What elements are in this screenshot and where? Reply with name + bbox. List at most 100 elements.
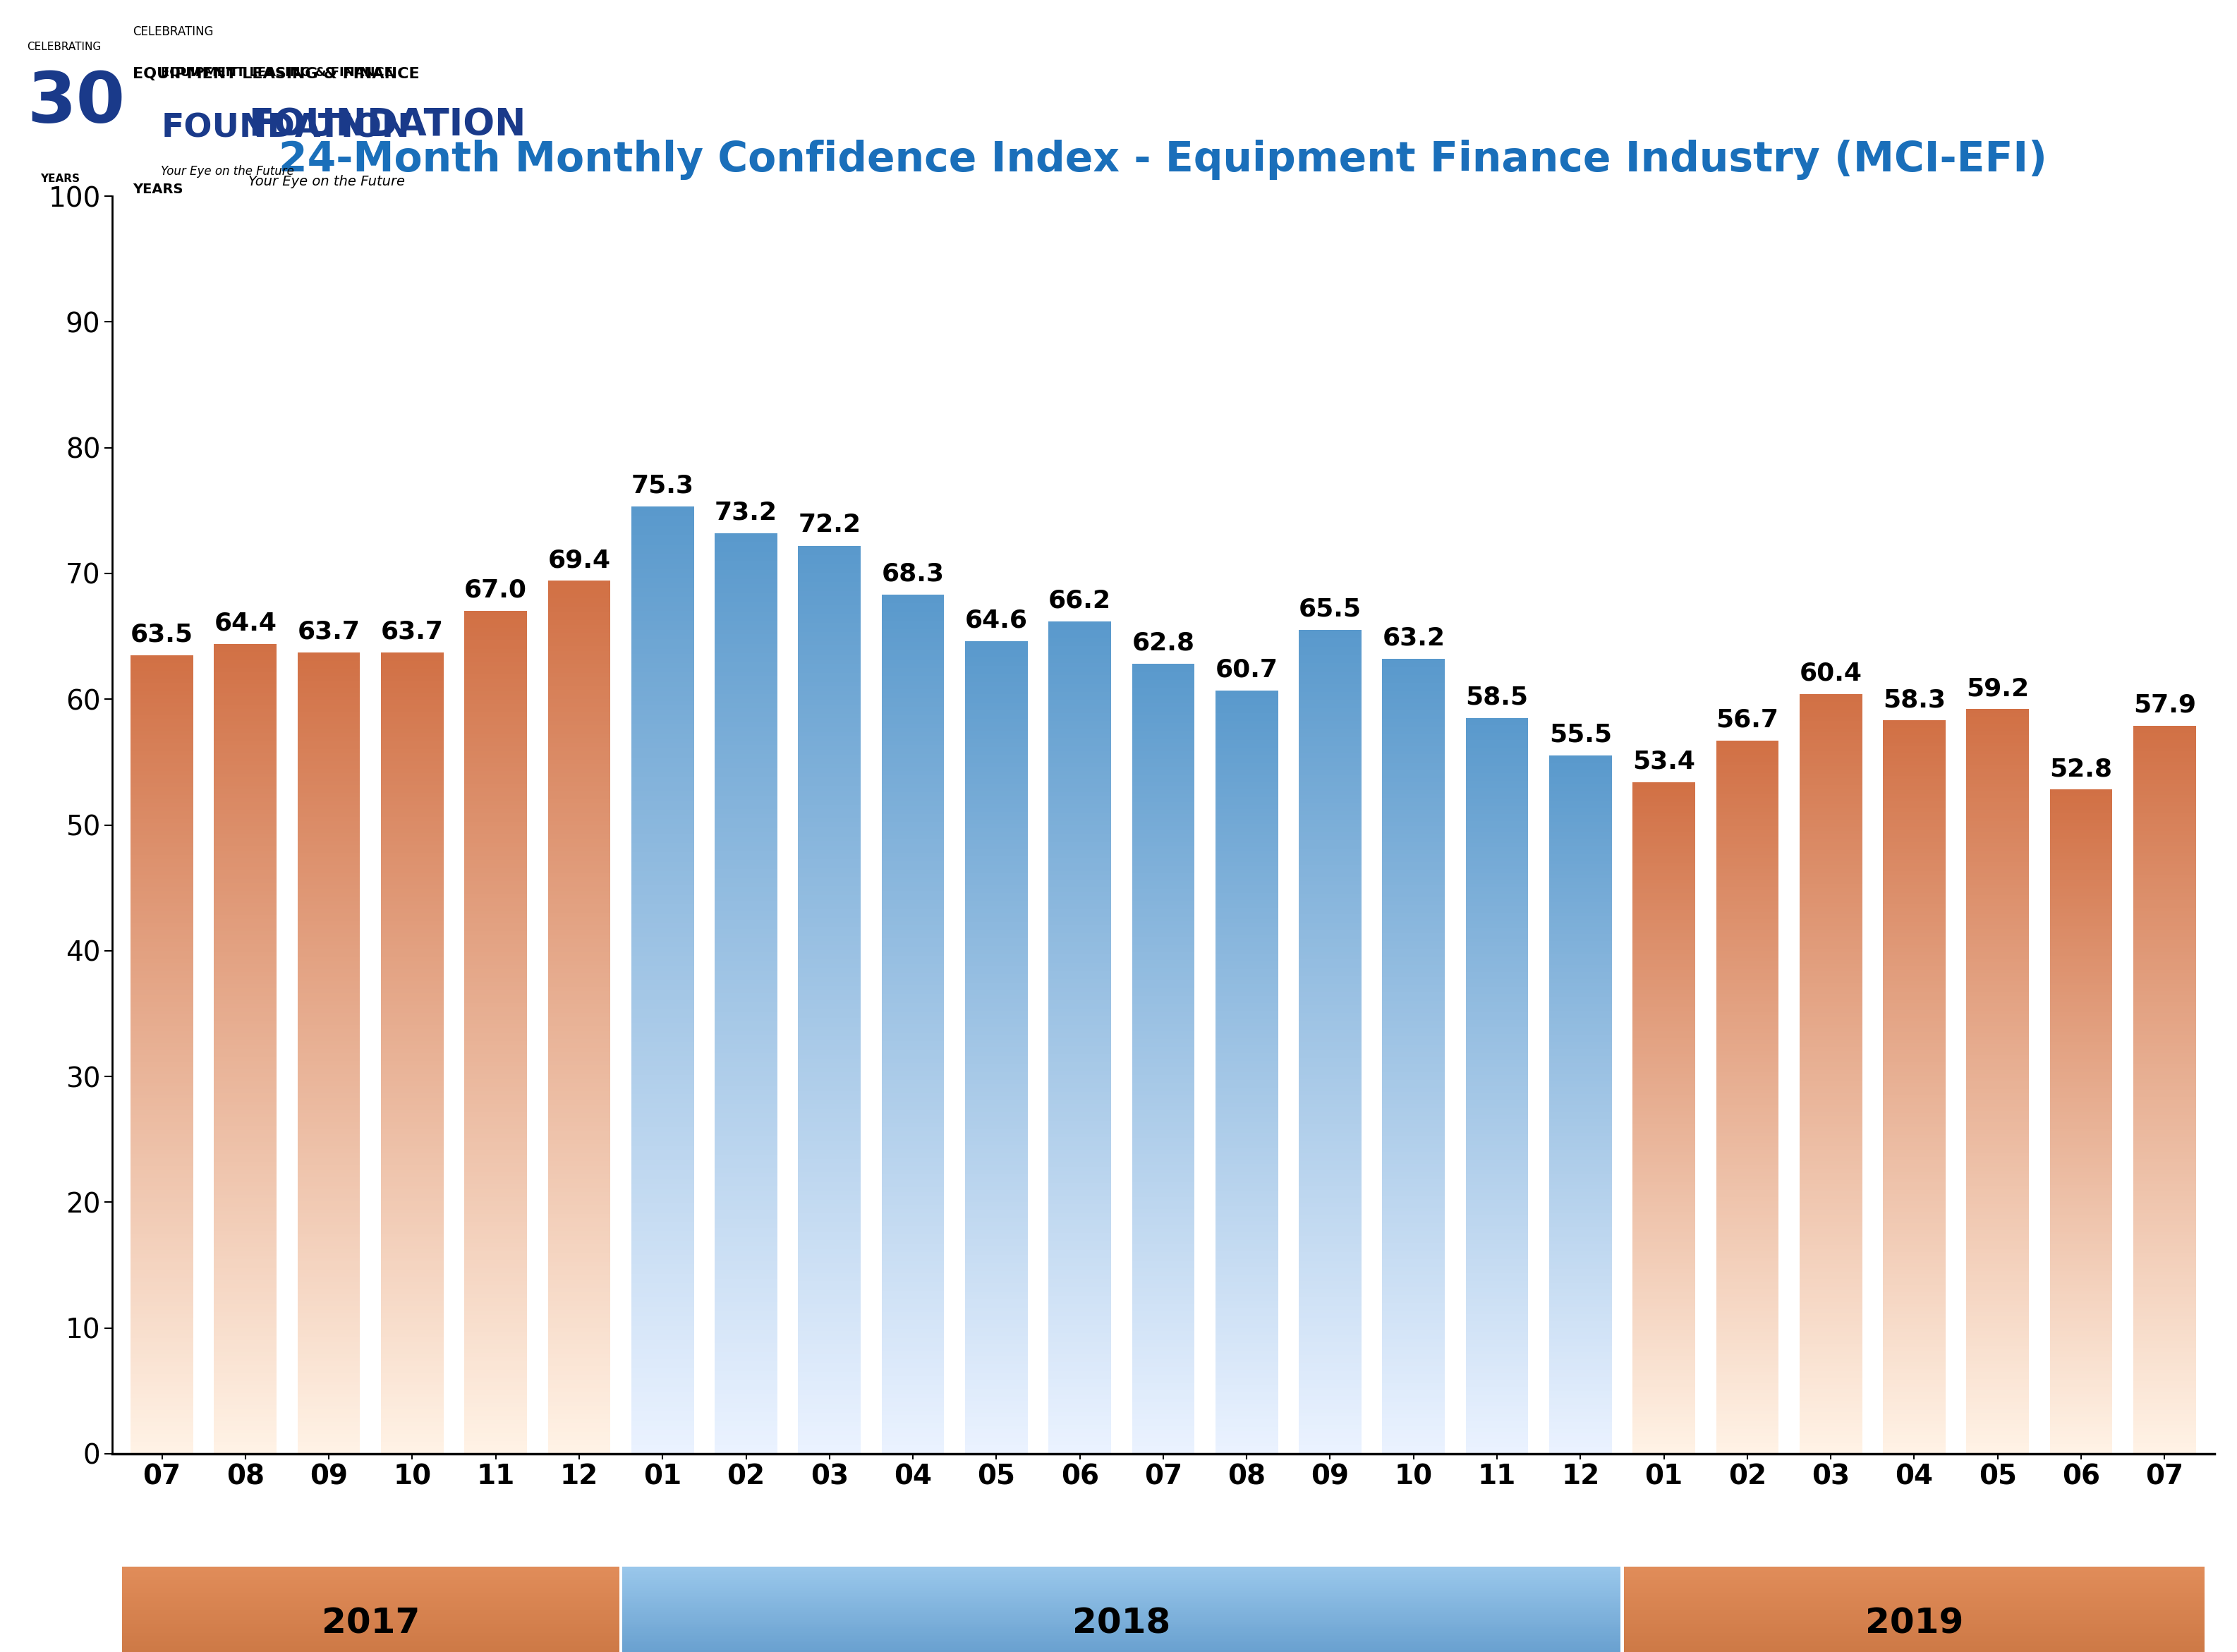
Bar: [881, 1067, 944, 1072]
Bar: [130, 1026, 192, 1031]
Bar: [1300, 733, 1362, 737]
Bar: [1049, 1262, 1112, 1267]
Bar: [215, 1146, 277, 1150]
Bar: [1884, 1310, 1946, 1315]
Bar: [1300, 1318, 1362, 1322]
Bar: [1550, 1039, 1611, 1042]
Bar: [1300, 1178, 1362, 1181]
Bar: [1884, 735, 1946, 738]
Bar: [631, 1032, 693, 1037]
Bar: [1550, 986, 1611, 990]
Bar: [1716, 983, 1778, 986]
Bar: [1799, 1389, 1861, 1393]
Bar: [1633, 1249, 1696, 1252]
Bar: [1966, 872, 2029, 877]
Bar: [1716, 1130, 1778, 1133]
Bar: [1382, 719, 1445, 722]
Bar: [1884, 1003, 1946, 1006]
Bar: [1215, 1130, 1277, 1133]
Bar: [380, 768, 443, 773]
Bar: [881, 986, 944, 990]
Bar: [130, 1135, 192, 1138]
Bar: [380, 1097, 443, 1102]
Bar: [881, 1037, 944, 1041]
Bar: [1633, 1353, 1696, 1356]
Bar: [1966, 1104, 2029, 1107]
Bar: [298, 824, 360, 829]
Bar: [1633, 897, 1696, 900]
Bar: [1049, 1412, 1112, 1416]
Bar: [215, 823, 277, 826]
Bar: [1716, 1204, 1778, 1208]
Bar: [2134, 1203, 2197, 1206]
Bar: [121, 1599, 620, 1601]
Bar: [130, 1406, 192, 1409]
Bar: [215, 742, 277, 745]
Bar: [716, 727, 776, 732]
Bar: [2049, 993, 2112, 996]
Bar: [298, 1193, 360, 1198]
Bar: [1465, 1259, 1528, 1262]
Bar: [1716, 1094, 1778, 1097]
Bar: [2134, 1224, 2197, 1227]
Bar: [1884, 981, 1946, 985]
Bar: [1300, 894, 1362, 897]
Bar: [1382, 905, 1445, 909]
Bar: [380, 1361, 443, 1366]
Bar: [716, 1333, 776, 1338]
Bar: [1215, 781, 1277, 786]
Bar: [1049, 1404, 1112, 1408]
Bar: [548, 755, 611, 760]
Bar: [1633, 1272, 1696, 1275]
Bar: [1966, 1350, 2029, 1353]
Bar: [799, 560, 861, 563]
Bar: [1215, 892, 1277, 897]
Bar: [1382, 1032, 1445, 1036]
Bar: [1049, 1391, 1112, 1396]
Bar: [215, 1222, 277, 1227]
Bar: [1049, 942, 1112, 947]
Bar: [631, 1335, 693, 1340]
Bar: [215, 644, 277, 648]
Bar: [130, 1051, 192, 1054]
Bar: [716, 694, 776, 699]
Bar: [1550, 783, 1611, 788]
Bar: [964, 1108, 1027, 1112]
Bar: [881, 1127, 944, 1132]
Bar: [1300, 1037, 1362, 1042]
Bar: [1799, 1097, 1861, 1100]
Bar: [1132, 897, 1195, 900]
Bar: [1716, 927, 1778, 930]
Bar: [964, 738, 1027, 743]
Bar: [716, 1214, 776, 1219]
Bar: [1215, 1137, 1277, 1142]
Bar: [215, 1219, 277, 1222]
Bar: [881, 1338, 944, 1341]
Bar: [1132, 988, 1195, 991]
Bar: [1716, 1201, 1778, 1204]
Bar: [548, 1284, 611, 1289]
Bar: [1550, 843, 1611, 846]
Bar: [1465, 1178, 1528, 1181]
Bar: [1465, 1133, 1528, 1138]
Bar: [881, 1368, 944, 1373]
Bar: [2134, 1264, 2197, 1269]
Bar: [1966, 768, 2029, 773]
Bar: [2134, 1345, 2197, 1348]
Bar: [1966, 738, 2029, 743]
Bar: [298, 942, 360, 945]
Bar: [380, 793, 443, 796]
Bar: [1550, 1112, 1611, 1115]
Bar: [716, 1003, 776, 1008]
Bar: [465, 1285, 528, 1290]
Bar: [1465, 1148, 1528, 1151]
Bar: [1132, 1161, 1195, 1166]
Bar: [716, 542, 776, 547]
Bar: [716, 1075, 776, 1080]
Bar: [2134, 1333, 2197, 1336]
Bar: [298, 1013, 360, 1018]
Bar: [1716, 968, 1778, 973]
Bar: [631, 520, 693, 525]
Bar: [215, 890, 277, 895]
Bar: [631, 606, 693, 611]
